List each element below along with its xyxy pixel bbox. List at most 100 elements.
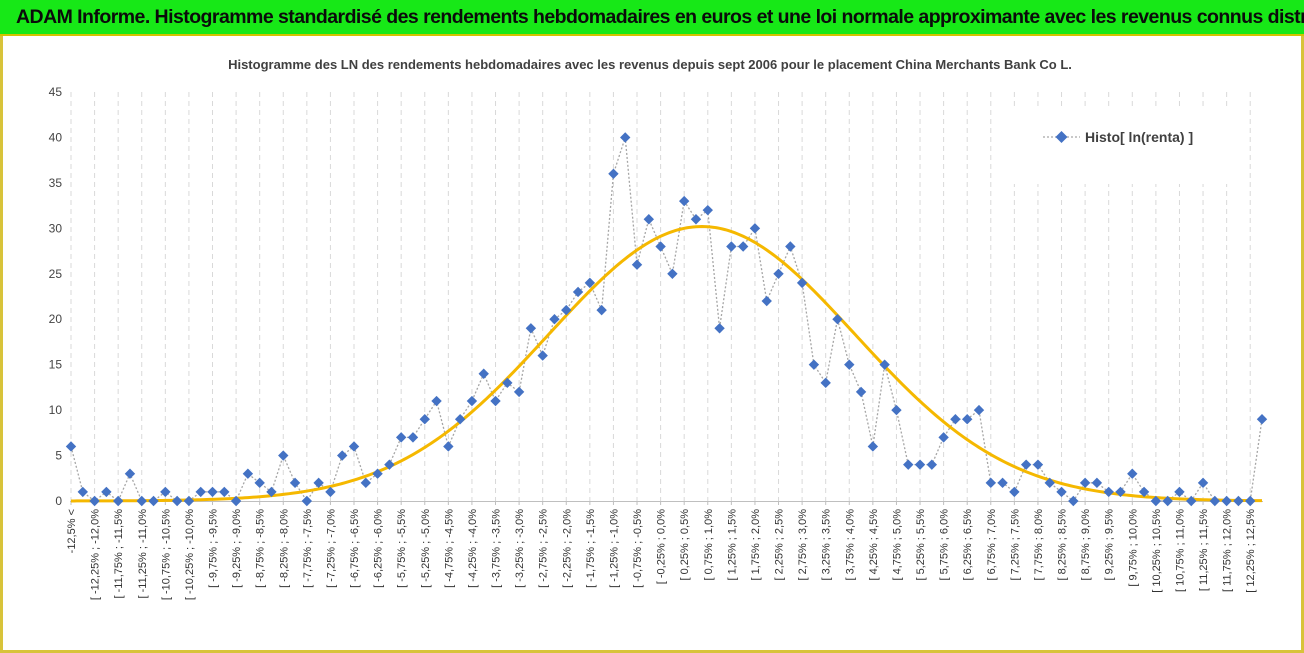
data-point-marker	[1044, 477, 1055, 489]
y-tick-label: 10	[49, 403, 63, 417]
data-point-marker	[301, 495, 313, 507]
data-point-marker	[160, 486, 171, 498]
data-point-marker	[749, 223, 761, 234]
y-tick-label: 40	[49, 130, 63, 144]
x-tick-label: [ 0,25% ; 0,5%	[679, 509, 691, 581]
data-point-marker	[136, 495, 147, 507]
data-point-marker	[513, 386, 525, 398]
data-point-marker	[985, 477, 996, 489]
data-point-marker	[761, 295, 772, 307]
x-tick-label: [ -2,25% ; -2,0%	[561, 509, 573, 588]
y-tick-label: 0	[55, 494, 62, 508]
x-tick-label: [ -2,75% ; -2,5%	[538, 509, 550, 588]
data-point-marker	[1186, 495, 1197, 507]
legend-box	[998, 108, 1246, 184]
y-axis-ticks: 0 5 10 15 20 25 30 35 40 45	[49, 85, 63, 508]
x-tick-label: [ -4,25% ; -4,0%	[467, 509, 479, 588]
data-point-marker	[1150, 495, 1162, 507]
data-point-marker	[313, 477, 324, 489]
x-tick-label: [ -8,75% ; -8,5%	[255, 509, 267, 588]
data-point-marker	[77, 486, 88, 498]
chart-frame	[0, 36, 1304, 653]
x-tick-label: [ -9,25% ; -9,0%	[231, 509, 243, 588]
x-tick-label: [ -6,25% ; -6,0%	[373, 509, 385, 588]
y-tick-label: 45	[49, 85, 63, 99]
legend-marker-icon	[1055, 131, 1068, 143]
x-tick-label: [ 8,75% ; 9,0%	[1080, 509, 1092, 581]
data-point-marker	[254, 477, 265, 489]
x-tick-label: [ 11,25% ; 11,5%	[1198, 509, 1210, 591]
data-point-marker	[631, 259, 643, 270]
x-axis-labels: -12,5% < [ -12,25% ; -12,0% [ -11,75% ; -1…	[66, 509, 1257, 600]
data-point-marker	[961, 414, 973, 425]
data-point-marker	[678, 195, 690, 207]
data-point-marker	[1127, 468, 1138, 479]
y-tick-label: 5	[55, 449, 62, 463]
x-tick-label: [ -0,25% ; 0,0%	[656, 509, 668, 584]
x-tick-label: [ -12,25% ; -12,0%	[90, 509, 102, 600]
data-point-marker	[242, 468, 254, 479]
data-point-marker	[337, 450, 348, 461]
data-point-marker	[785, 241, 796, 252]
x-tick-label: [ -4,75% ; -4,5%	[443, 509, 455, 588]
data-point-marker	[655, 241, 666, 252]
data-point-marker	[1020, 459, 1032, 470]
data-point-marker	[914, 459, 926, 470]
normal-curve-line	[70, 225, 1263, 503]
legend-label: Histo[ ln(renta) ]	[1085, 129, 1193, 145]
data-point-marker	[89, 495, 100, 507]
x-tick-label: [ -10,25% ; -10,0%	[184, 509, 196, 600]
data-point-marker	[938, 432, 949, 443]
data-point-marker	[690, 214, 702, 225]
data-point-marker	[773, 268, 784, 279]
data-point-marker	[148, 495, 159, 507]
data-point-marker	[183, 495, 195, 507]
data-point-marker	[454, 414, 466, 425]
data-point-marker	[419, 414, 430, 425]
x-tick-label: [ 3,75% ; 4,0%	[844, 509, 856, 581]
x-tick-label: [ 9,25% ; 9,5%	[1104, 509, 1116, 581]
data-point-marker	[1209, 495, 1221, 507]
x-tick-label: [ -9,75% ; -9,5%	[208, 509, 220, 588]
x-tick-label: [ -0,75% ; -0,5%	[632, 509, 644, 588]
y-tick-label: 15	[49, 358, 63, 372]
data-point-marker	[1162, 495, 1173, 507]
data-point-marker	[395, 432, 407, 443]
x-tick-label: [ 8,25% ; 8,5%	[1057, 509, 1069, 581]
data-point-marker	[584, 277, 596, 289]
data-point-marker	[124, 468, 136, 479]
data-point-marker	[572, 286, 584, 298]
data-point-marker	[726, 241, 737, 252]
x-tick-label: [ -5,25% ; -5,0%	[420, 509, 432, 588]
data-point-marker	[171, 495, 183, 507]
title-banner: ADAM Informe. Histogramme standardisé de…	[0, 0, 1304, 36]
data-point-marker	[737, 241, 749, 252]
x-tick-label: [ -10,75% ; -10,5%	[160, 509, 172, 600]
data-point-marker	[525, 323, 537, 334]
data-point-marker	[832, 314, 843, 325]
data-point-marker	[502, 377, 513, 389]
x-tick-label: [ 10,75% ; 11,0%	[1174, 509, 1186, 592]
data-point-marker	[207, 486, 218, 498]
x-tick-label: [ -1,25% ; -1,0%	[608, 509, 620, 588]
data-point-marker	[466, 395, 478, 407]
data-point-marker	[101, 486, 112, 498]
data-point-marker	[1197, 477, 1209, 489]
x-tick-label: [ 0,75% ; 1,0%	[703, 509, 715, 581]
data-point-marker	[1115, 486, 1126, 498]
x-tick-label: [ -7,25% ; -7,0%	[325, 509, 337, 588]
data-point-marker	[608, 168, 619, 179]
data-point-marker	[879, 359, 890, 370]
x-tick-label: [ -6,75% ; -6,5%	[349, 509, 361, 588]
x-tick-label: [ 10,25% ; 10,5%	[1151, 509, 1163, 593]
data-point-marker	[490, 395, 501, 407]
histogram-markers	[65, 132, 1268, 507]
data-point-marker	[1103, 486, 1114, 498]
x-tick-label: [ 4,75% ; 5,0%	[891, 509, 903, 581]
data-point-marker	[289, 477, 301, 489]
histogram-connector-line	[70, 137, 1263, 503]
x-tick-label: -12,5% <	[66, 509, 78, 553]
x-tick-label: [ 5,75% ; 6,0%	[939, 509, 951, 581]
y-tick-label: 25	[49, 267, 63, 281]
